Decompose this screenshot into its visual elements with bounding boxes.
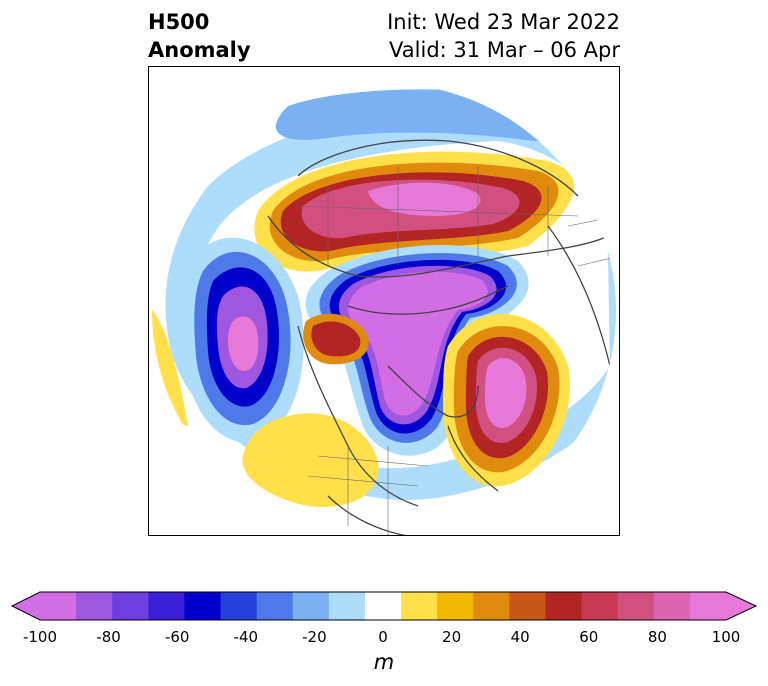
coastline <box>387 365 479 418</box>
colorbar-cell <box>328 592 366 620</box>
colorbar-unit: m <box>373 650 395 674</box>
colorbar-tick-label: 60 <box>579 628 599 646</box>
colorbar-tick-label: 80 <box>647 628 667 646</box>
colorbar-cell <box>364 592 402 620</box>
ridge-lower <box>242 413 379 507</box>
colorbar-tick-label: -100 <box>22 628 58 646</box>
colorbar-cell <box>509 592 546 620</box>
ridge-left <box>152 306 188 426</box>
colorbar-cell <box>617 592 655 620</box>
colorbar-tick-label: 20 <box>442 628 462 646</box>
ridge-core <box>368 182 481 216</box>
ridge-small-red <box>311 321 361 357</box>
colorbar-tick-label: 0 <box>378 628 388 646</box>
colorbar-tick-label: -60 <box>164 628 190 646</box>
title-variable: H500 <box>148 10 210 34</box>
map-title-left: H500 Anomaly <box>148 8 251 64</box>
title-field: Anomaly <box>148 38 251 62</box>
coastline <box>297 325 419 507</box>
anomaly-map <box>148 66 620 536</box>
coastline <box>267 215 609 278</box>
colorbar-cell <box>689 592 727 620</box>
colorbar-cell <box>220 592 258 620</box>
colorbar-cell <box>653 592 691 620</box>
pacific-core <box>228 316 259 371</box>
map-title-right: Init: Wed 23 Mar 2022 Valid: 31 Mar – 06… <box>387 8 620 64</box>
border-line <box>297 166 616 536</box>
ridge-right-core <box>485 358 527 429</box>
colorbar-tick-label: -80 <box>96 628 121 646</box>
colorbar-cell <box>437 592 474 620</box>
coastline <box>327 495 409 536</box>
borders <box>297 166 616 536</box>
coastline <box>347 285 509 315</box>
colorbar-cell <box>256 592 294 620</box>
colorbar-tick-label: -40 <box>233 628 259 646</box>
colorbar-cell <box>112 592 149 620</box>
colorbar-tick-label: 40 <box>510 628 530 646</box>
colorbar-cell <box>76 592 113 620</box>
colorbar-cell <box>184 592 222 620</box>
colorbar-cell <box>292 592 330 620</box>
coastline <box>547 225 611 367</box>
colorbar-cell <box>473 592 510 620</box>
colorbar-cell <box>401 592 438 620</box>
colorbar-outline <box>10 591 758 621</box>
colorbar-cell <box>40 592 77 620</box>
colorbar-arrow-high <box>726 592 756 620</box>
colorbar <box>10 591 758 621</box>
colorbar-arrow-low <box>12 592 40 620</box>
init-date: Init: Wed 23 Mar 2022 <box>387 10 620 34</box>
valid-range: Valid: 31 Mar – 06 Apr <box>389 38 620 62</box>
colorbar-cell <box>581 592 619 620</box>
colorbar-tick-label: 100 <box>711 628 741 646</box>
colorbar-tick-label: -20 <box>302 628 327 646</box>
colorbar-cell <box>545 592 583 620</box>
coastline <box>447 425 499 492</box>
colorbar-cell <box>148 592 185 620</box>
coastline <box>297 139 579 197</box>
coastlines <box>267 139 611 536</box>
